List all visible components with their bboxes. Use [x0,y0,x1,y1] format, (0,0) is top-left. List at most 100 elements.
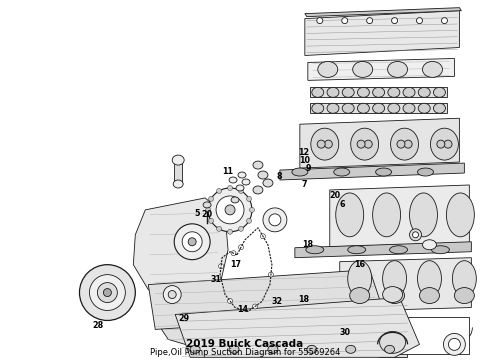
Ellipse shape [173,180,183,188]
Ellipse shape [336,193,364,237]
Ellipse shape [446,193,474,237]
Text: 15: 15 [0,359,1,360]
Text: 25: 25 [0,359,1,360]
Ellipse shape [217,188,221,193]
Ellipse shape [227,185,233,190]
Ellipse shape [268,345,278,353]
Ellipse shape [242,179,250,185]
Ellipse shape [422,240,437,250]
Ellipse shape [372,193,400,237]
Ellipse shape [312,87,324,97]
Ellipse shape [263,179,273,187]
Ellipse shape [448,338,461,350]
Ellipse shape [312,103,324,113]
Text: 21: 21 [0,359,1,360]
Ellipse shape [403,103,415,113]
Ellipse shape [357,140,365,148]
Ellipse shape [418,87,430,97]
Ellipse shape [217,226,221,231]
Ellipse shape [404,140,412,148]
Ellipse shape [357,87,369,97]
Text: 19: 19 [0,359,1,360]
Text: 22: 22 [0,359,1,360]
Ellipse shape [390,246,408,254]
Ellipse shape [385,288,405,303]
Ellipse shape [437,140,445,148]
Text: 23: 23 [0,359,1,360]
Text: Pipe,Oil Pump Suction Diagram for 55569264: Pipe,Oil Pump Suction Diagram for 555692… [150,348,340,357]
Text: 30: 30 [340,328,351,337]
Ellipse shape [190,345,200,353]
Polygon shape [148,270,385,329]
Ellipse shape [216,196,244,224]
Ellipse shape [249,207,254,212]
Ellipse shape [327,103,339,113]
Ellipse shape [318,62,338,77]
Text: 2: 2 [0,359,1,360]
Ellipse shape [263,208,287,232]
Text: 27: 27 [0,359,1,360]
Ellipse shape [269,214,281,226]
Ellipse shape [334,168,350,176]
Ellipse shape [236,185,244,191]
Ellipse shape [353,62,372,77]
Bar [310,103,447,113]
Bar [310,87,447,97]
Ellipse shape [388,62,408,77]
Ellipse shape [376,168,392,176]
Ellipse shape [441,18,447,24]
Ellipse shape [364,140,372,148]
Ellipse shape [231,197,239,203]
Polygon shape [305,8,462,17]
Ellipse shape [413,232,418,238]
Ellipse shape [434,87,445,97]
Ellipse shape [346,345,356,353]
Ellipse shape [203,202,211,208]
Text: 8: 8 [276,171,282,180]
Ellipse shape [269,272,273,277]
Ellipse shape [324,140,332,148]
Text: 10: 10 [299,156,310,165]
Ellipse shape [383,287,403,302]
Text: 18: 18 [302,240,313,249]
Ellipse shape [385,345,394,353]
Ellipse shape [253,186,263,194]
Text: 17: 17 [230,260,241,269]
Text: 32: 32 [272,297,283,306]
Ellipse shape [103,289,111,297]
Text: 7: 7 [302,180,307,189]
Ellipse shape [292,168,308,176]
Ellipse shape [227,229,233,234]
Ellipse shape [229,345,239,353]
Ellipse shape [342,103,354,113]
Polygon shape [295,242,471,258]
Ellipse shape [444,140,452,148]
Ellipse shape [418,103,430,113]
Ellipse shape [239,226,244,231]
Ellipse shape [417,168,434,176]
Ellipse shape [419,288,440,303]
Text: 12: 12 [298,148,309,157]
Ellipse shape [422,62,442,77]
Ellipse shape [380,332,406,353]
Ellipse shape [327,87,339,97]
Text: 14: 14 [237,305,248,314]
Ellipse shape [317,140,325,148]
Ellipse shape [392,18,397,24]
Ellipse shape [219,264,223,269]
Text: 26: 26 [0,359,1,360]
Text: 6: 6 [340,201,345,210]
Ellipse shape [258,171,268,179]
Ellipse shape [90,275,125,310]
Ellipse shape [432,246,449,254]
Ellipse shape [239,245,244,250]
Ellipse shape [351,128,379,160]
Text: 16: 16 [354,260,365,269]
Text: 18: 18 [298,295,309,304]
Polygon shape [175,298,419,357]
Ellipse shape [307,345,317,353]
Ellipse shape [397,140,405,148]
Ellipse shape [372,87,385,97]
Ellipse shape [239,188,244,193]
Ellipse shape [391,128,418,160]
